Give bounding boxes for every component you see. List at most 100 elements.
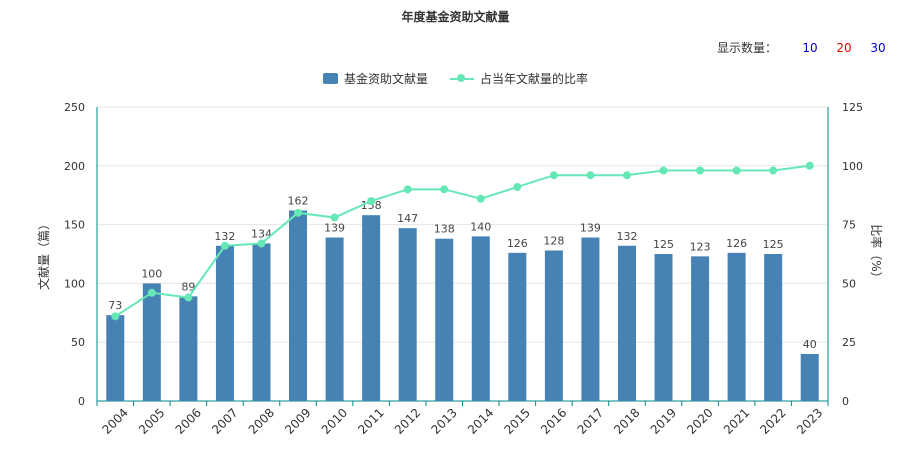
x-tick-label: 2014 <box>465 406 496 437</box>
line-point <box>294 208 303 217</box>
display-count-selector: 显示数量： 10 20 30 <box>717 39 895 56</box>
bar-series <box>106 210 819 401</box>
line-point <box>440 185 449 194</box>
legend-bar-swatch <box>322 73 338 84</box>
bar-data-label: 140 <box>470 220 491 233</box>
bar <box>581 237 600 401</box>
x-tick-label: 2009 <box>282 406 313 437</box>
bar-data-label: 126 <box>507 237 528 250</box>
bar <box>617 245 636 401</box>
y-right-tick-label: 125 <box>842 101 863 114</box>
bar <box>691 256 710 401</box>
y-left-tick-label: 50 <box>71 336 85 349</box>
x-tick-label: 2015 <box>502 406 533 437</box>
y-right-tick-label: 100 <box>842 160 863 173</box>
x-tick-label: 2022 <box>757 406 788 437</box>
legend-line-label: 占当年文献量的比率 <box>480 72 589 86</box>
x-tick-label: 2016 <box>538 406 569 437</box>
bar-data-label: 126 <box>726 237 747 250</box>
bar <box>471 236 490 401</box>
line-series <box>111 161 814 321</box>
line-point <box>805 161 814 170</box>
bar <box>179 296 198 401</box>
line-point <box>659 166 668 175</box>
x-tick-label: 2019 <box>648 406 679 437</box>
x-tick-label: 2011 <box>355 406 386 437</box>
line-point <box>513 182 522 191</box>
x-tick-label: 2018 <box>611 406 642 437</box>
bar-data-label: 100 <box>141 267 162 280</box>
bar <box>435 238 454 401</box>
x-tick-label: 2017 <box>575 406 606 437</box>
bar-data-label: 132 <box>616 230 637 243</box>
axes <box>96 107 829 406</box>
bar-data-label: 89 <box>181 280 195 293</box>
line-point <box>732 166 741 175</box>
bar <box>252 243 271 401</box>
legend-line-swatch <box>450 73 474 84</box>
bar <box>215 245 234 401</box>
chart-legend: 基金资助文献量 占当年文献量的比率 <box>0 70 911 87</box>
display-count-option-30[interactable]: 30 <box>870 40 886 55</box>
bar <box>508 252 527 401</box>
bar-data-label: 162 <box>288 194 309 207</box>
bar-data-label: 128 <box>543 234 564 247</box>
y-right-tick-label: 25 <box>842 336 856 349</box>
x-tick-label: 2012 <box>392 406 423 437</box>
bar <box>727 252 746 401</box>
bar-data-label: 139 <box>580 222 601 235</box>
line-point <box>330 213 339 222</box>
line-point <box>696 166 705 175</box>
line-point <box>476 194 485 203</box>
display-count-option-10[interactable]: 10 <box>802 40 818 55</box>
x-tick-label: 2006 <box>173 406 204 437</box>
line-point <box>257 239 266 248</box>
line-point <box>111 312 120 321</box>
x-tick-label: 2008 <box>246 406 277 437</box>
bar <box>398 228 417 401</box>
x-tick-label: 2010 <box>319 406 350 437</box>
line-point <box>367 197 376 206</box>
x-tick-label: 2020 <box>684 406 715 437</box>
bar <box>142 283 161 401</box>
display-count-option-20[interactable]: 20 <box>836 40 852 55</box>
line-point <box>586 171 595 180</box>
bar <box>654 254 673 401</box>
bar-data-label: 134 <box>251 227 272 240</box>
y-axis-right-label: 比率（%） <box>869 224 884 283</box>
y-right-tick-label: 50 <box>842 277 856 290</box>
line-point <box>147 288 156 297</box>
bar <box>764 254 783 401</box>
bar-data-label: 123 <box>690 240 711 253</box>
line-series-path <box>114 164 810 318</box>
y-left-tick-label: 250 <box>64 101 85 114</box>
legend-item-line-series[interactable]: 占当年文献量的比率 <box>450 70 588 87</box>
x-tick-label: 2023 <box>794 406 825 437</box>
bar <box>544 250 563 401</box>
bar <box>800 353 819 401</box>
line-point <box>622 171 631 180</box>
bar-data-label: 125 <box>763 238 784 251</box>
y-left-tick-label: 150 <box>64 219 85 232</box>
line-point <box>220 241 229 250</box>
y-left-tick-label: 200 <box>64 160 85 173</box>
legend-bar-label: 基金资助文献量 <box>343 72 428 86</box>
x-tick-label: 2013 <box>428 406 459 437</box>
bar <box>289 210 308 401</box>
y-right-tick-label: 75 <box>842 219 856 232</box>
bar <box>106 315 125 401</box>
grid-lines <box>97 106 828 343</box>
y-axis-left-label: 文献量（篇） <box>36 218 51 290</box>
line-point <box>549 171 558 180</box>
x-tick-label: 2007 <box>209 406 240 437</box>
bar-data-label: 125 <box>653 238 674 251</box>
legend-item-bar-series[interactable]: 基金资助文献量 <box>322 70 428 87</box>
line-point <box>769 166 778 175</box>
y-left-tick-label: 0 <box>78 395 85 408</box>
x-tick-label: 2005 <box>136 406 167 437</box>
bar <box>325 237 344 401</box>
bar-data-label: 139 <box>324 222 345 235</box>
y-left-tick-label: 100 <box>64 277 85 290</box>
bar-data-label: 147 <box>397 212 418 225</box>
